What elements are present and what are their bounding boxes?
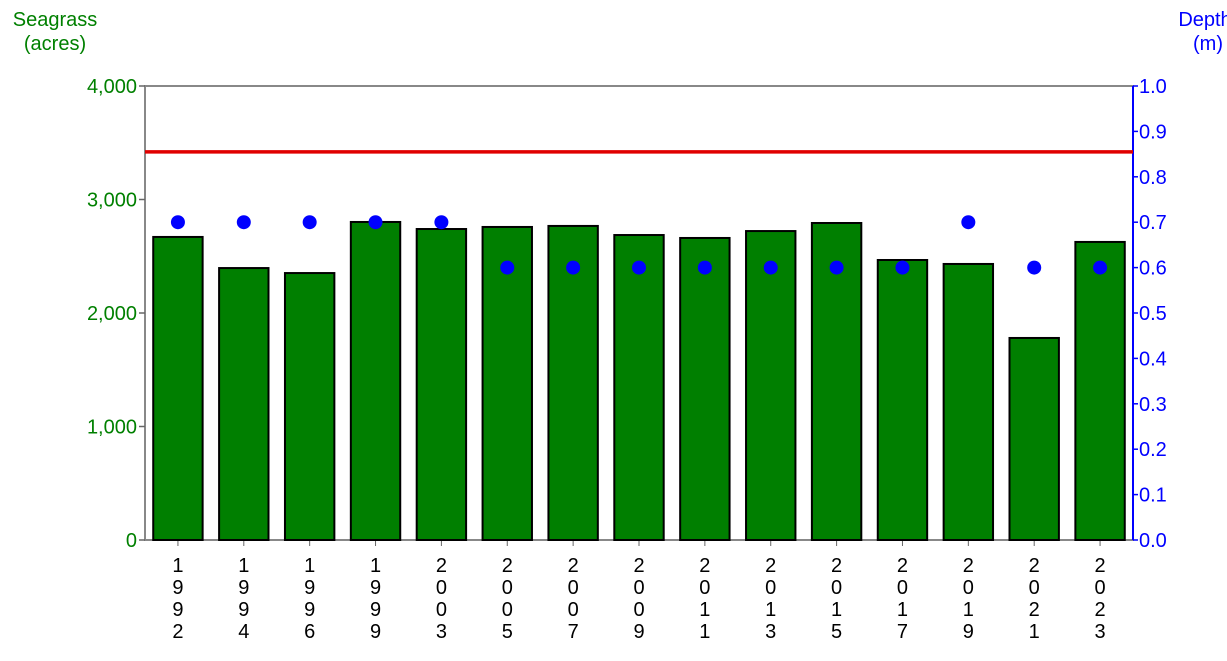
bar — [481, 225, 533, 541]
depth-point — [961, 215, 976, 230]
depth-point — [1027, 260, 1042, 275]
bar — [547, 224, 599, 541]
y-tick-label: 1,000 — [87, 417, 137, 439]
y2-tick-label: 0.9 — [1139, 121, 1167, 143]
y2-axis-title: Depth (m) — [1178, 9, 1227, 55]
depth-point — [566, 260, 581, 275]
y-tick-label: 2,000 — [87, 303, 137, 325]
bar — [679, 236, 731, 541]
y2-tick-label: 1.0 — [1139, 76, 1167, 98]
depth-point — [1093, 260, 1108, 275]
y-axis-title: Seagrass (acres) — [13, 9, 98, 55]
y2-tick-label: 0.1 — [1139, 485, 1167, 507]
y2-tick-label: 0.3 — [1139, 394, 1167, 416]
bar — [1074, 240, 1126, 541]
y-tick-label: 4,000 — [87, 76, 137, 98]
bar — [876, 258, 929, 541]
depth-point — [632, 260, 646, 275]
depth-point — [763, 260, 778, 275]
y2-tick-label: 0.8 — [1139, 167, 1167, 189]
depth-point — [829, 260, 844, 275]
depth-point — [368, 215, 383, 230]
bar — [218, 267, 270, 541]
y-tick-label: 0 — [126, 530, 137, 552]
depth-point — [434, 215, 449, 230]
bar — [942, 262, 995, 541]
depth-point — [895, 260, 910, 275]
y2-tick-label: 0.7 — [1139, 212, 1167, 234]
bar — [810, 221, 863, 541]
y2-tick-label: 0.4 — [1139, 348, 1167, 370]
depth-point — [302, 215, 317, 230]
bar — [349, 220, 402, 542]
y2-tick-label: 0.6 — [1139, 258, 1167, 280]
depth-point — [236, 215, 251, 230]
bar — [283, 272, 336, 541]
depth-point — [500, 260, 515, 275]
y2-tick-label: 0.5 — [1139, 303, 1167, 325]
y2-tick-label: 0.0 — [1139, 530, 1167, 552]
y2-tick-label: 0.2 — [1139, 439, 1167, 461]
bar — [613, 234, 665, 541]
depth-point — [170, 215, 185, 230]
y-tick-label: 3,000 — [87, 190, 137, 212]
depth-point — [697, 260, 712, 275]
bar — [152, 235, 204, 542]
bar — [415, 228, 468, 541]
bar — [1008, 336, 1060, 541]
bar — [745, 230, 797, 541]
